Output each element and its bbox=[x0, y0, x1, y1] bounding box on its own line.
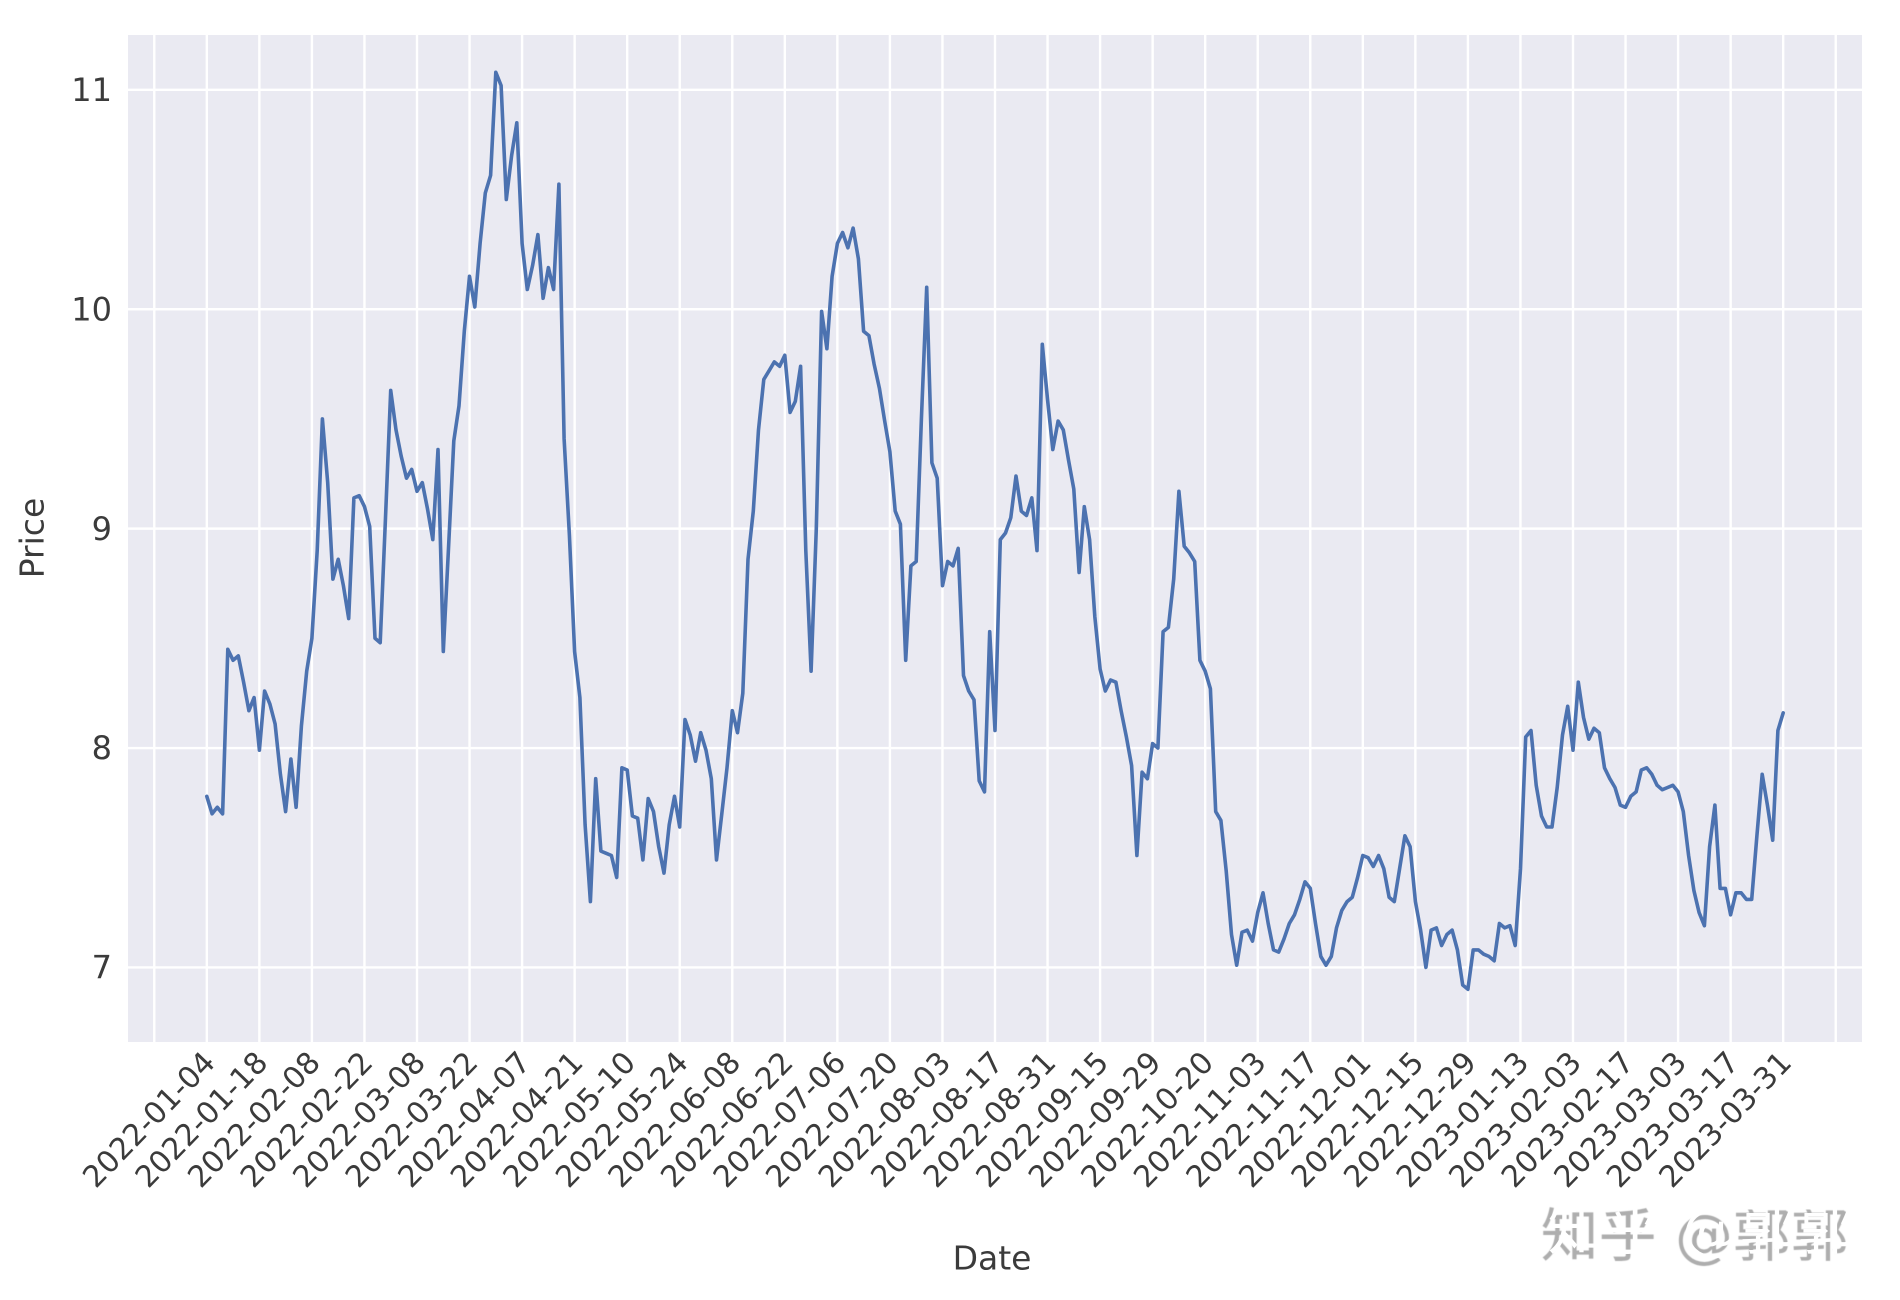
x-axis-label: Date bbox=[952, 1238, 1032, 1278]
y-tick-label: 7 bbox=[92, 949, 112, 987]
y-tick-labels: 7 8 9 10 11 bbox=[71, 71, 112, 987]
y-tick-label: 9 bbox=[92, 510, 112, 548]
x-tick-labels: 2022-01-042022-01-182022-02-082022-02-22… bbox=[76, 1045, 1799, 1195]
price-series-line bbox=[205, 70, 1785, 992]
watermark: 知乎 @郭郭 bbox=[1547, 1195, 1856, 1263]
y-tick-label: 8 bbox=[92, 729, 112, 767]
y-tick-label: 10 bbox=[71, 290, 112, 328]
y-tick-label: 11 bbox=[71, 71, 112, 109]
y-axis-label: Price bbox=[12, 497, 52, 579]
